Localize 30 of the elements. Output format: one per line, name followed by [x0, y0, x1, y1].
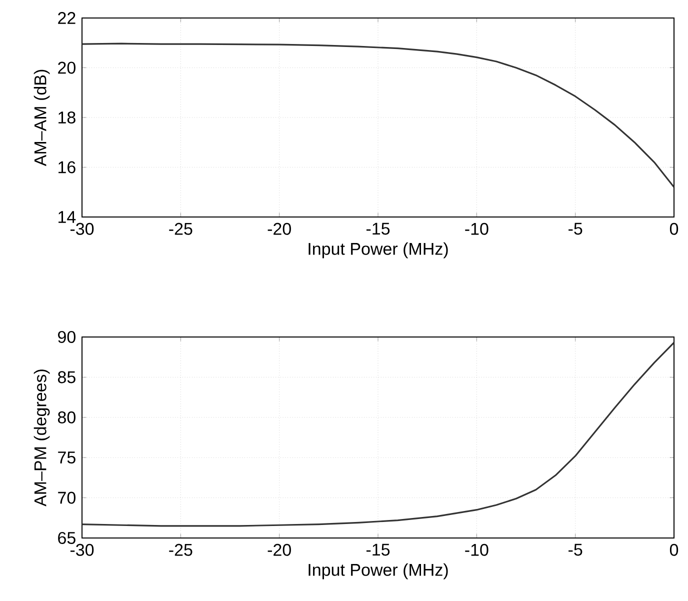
- y-tick-label: 65: [58, 532, 76, 544]
- y-tick-label: 75: [58, 452, 76, 464]
- x-axis-title: Input Power (MHz): [308, 563, 448, 580]
- y-tick-label: 18: [58, 111, 76, 124]
- x-tick-label: -25: [169, 544, 192, 556]
- x-tick-label: -20: [268, 222, 291, 235]
- x-tick-label: -10: [465, 222, 488, 235]
- y-tick-label: 16: [58, 161, 76, 174]
- y-tick-label: 80: [58, 411, 76, 424]
- x-tick-label: 0: [670, 222, 678, 235]
- y-tick-label: 90: [58, 330, 76, 344]
- x-tick-label: -15: [366, 544, 390, 556]
- x-tick-label: -10: [465, 544, 488, 556]
- y-axis-title: AM–AM (dB): [34, 70, 50, 166]
- y-tick-label: 70: [58, 492, 76, 504]
- x-tick-label: -15: [366, 222, 390, 235]
- y-tick-label: 22: [58, 12, 76, 24]
- y-axis-title: AM–PM (degrees): [34, 370, 50, 506]
- x-tick-label: 0: [670, 544, 678, 556]
- x-tick-label: -20: [268, 544, 291, 556]
- y-tick-label: 14: [58, 211, 76, 223]
- y-tick-label: 85: [58, 371, 76, 384]
- x-tick-label: -5: [568, 222, 582, 235]
- line-series: [82, 42, 674, 188]
- x-tick-label: -30: [70, 544, 94, 556]
- x-tick-label: -5: [568, 544, 582, 556]
- x-axis-title: Input Power (MHz): [308, 242, 448, 258]
- x-tick-label: -25: [169, 222, 192, 235]
- y-tick-label: 20: [58, 62, 76, 74]
- x-tick-label: -30: [70, 222, 94, 235]
